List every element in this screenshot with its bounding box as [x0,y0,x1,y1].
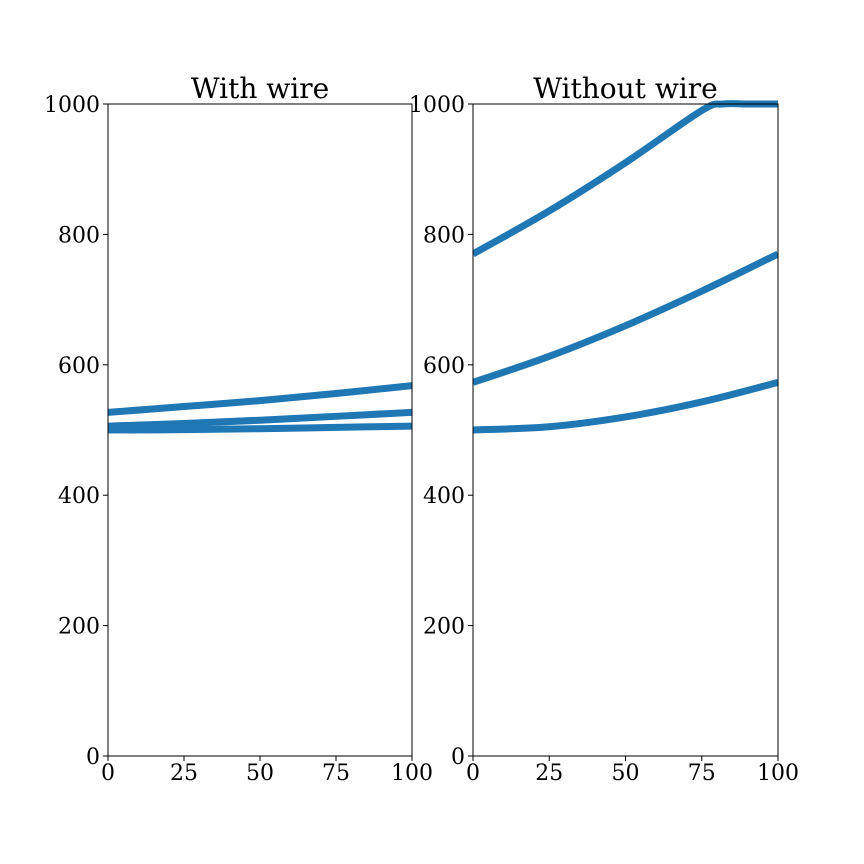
y-tick-label: 0 [86,745,100,770]
chart-title: Without wire [533,72,717,105]
x-tick-label: 75 [688,761,716,786]
y-tick-label: 600 [423,354,465,379]
y-tick-label: 1000 [409,93,465,118]
y-tick-label: 800 [423,223,465,248]
x-tick-label: 100 [757,761,799,786]
x-tick-label: 25 [170,761,198,786]
y-tick-label: 800 [58,223,100,248]
x-tick-label: 50 [612,761,640,786]
series-line-3 [108,382,412,416]
x-tick-label: 0 [466,761,480,786]
x-tick-label: 25 [535,761,563,786]
series-line-1 [108,422,412,434]
y-tick-label: 400 [423,484,465,509]
y-tick-label: 400 [58,484,100,509]
y-tick-label: 0 [451,745,465,770]
y-tick-label: 600 [58,354,100,379]
x-tick-label: 100 [391,761,433,786]
series-line-1 [473,379,778,434]
series-line-3 [473,100,778,258]
x-tick-label: 75 [322,761,350,786]
x-tick-label: 0 [101,761,115,786]
chart-title: With wire [191,72,329,105]
y-tick-label: 1000 [44,93,100,118]
series-line-2 [473,250,778,386]
y-tick-label: 200 [58,615,100,640]
x-tick-label: 50 [246,761,274,786]
series-line-2 [108,408,412,430]
y-tick-label: 200 [423,615,465,640]
